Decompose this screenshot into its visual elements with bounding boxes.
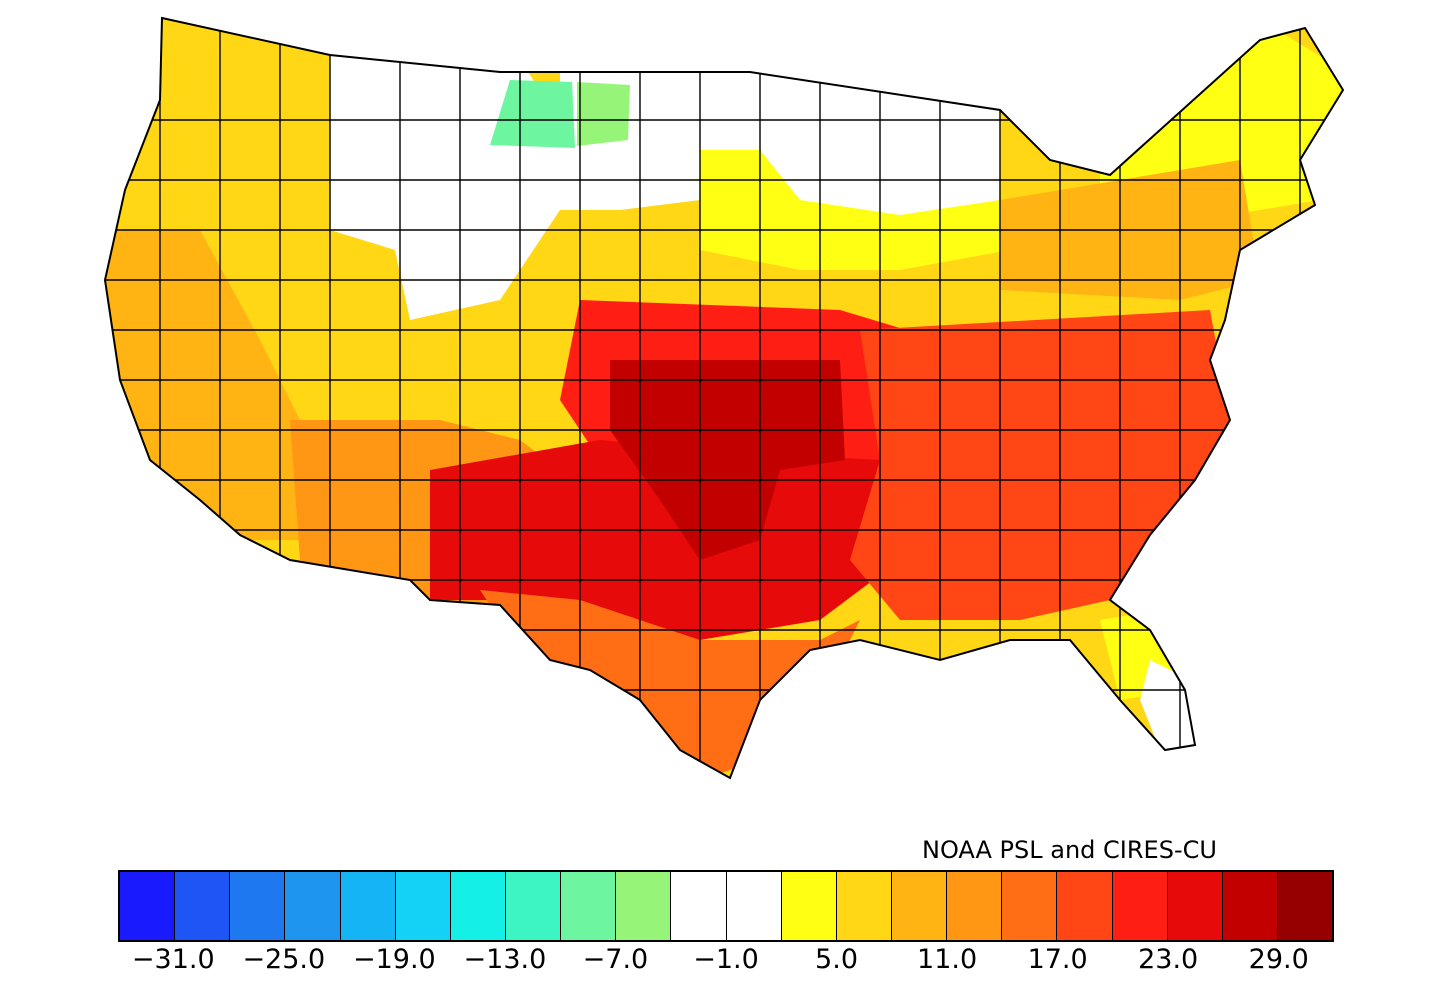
legend-tick-label: 11.0 xyxy=(917,944,978,975)
legend-swatch xyxy=(1277,872,1333,940)
legend-tick-label: 17.0 xyxy=(1027,944,1088,975)
legend-swatch xyxy=(671,872,727,940)
legend-tick-label: 23.0 xyxy=(1138,944,1199,975)
legend-swatch xyxy=(340,872,396,940)
credit-label: NOAA PSL and CIRES-CU xyxy=(922,836,1217,864)
region-southern-plains xyxy=(430,440,900,640)
region-south-florida xyxy=(1140,660,1200,750)
legend-swatch xyxy=(230,872,286,940)
legend-swatch xyxy=(505,872,562,940)
region-southeast xyxy=(850,310,1230,620)
legend-swatch xyxy=(175,872,231,940)
legend-swatch xyxy=(120,872,176,940)
legend-swatch xyxy=(616,872,672,940)
legend-swatch xyxy=(1222,872,1278,940)
legend-swatch xyxy=(891,872,948,940)
legend-swatch xyxy=(781,872,837,940)
legend-swatch xyxy=(1112,872,1168,940)
legend-tick-label: −19.0 xyxy=(352,944,436,975)
legend-swatch xyxy=(285,872,341,940)
legend-swatch xyxy=(947,872,1003,940)
us-outline xyxy=(103,16,1345,780)
legend-swatch xyxy=(1002,872,1058,940)
region-north-dakota-east xyxy=(577,82,630,146)
legend-tick-label: −25.0 xyxy=(242,944,326,975)
region-upper-midwest xyxy=(560,60,1000,230)
color-legend xyxy=(118,870,1334,942)
legend-tick-label: −1.0 xyxy=(693,944,759,975)
division-boundaries xyxy=(105,18,1343,778)
legend-tick-label: −7.0 xyxy=(582,944,649,975)
legend-tick-label: −31.0 xyxy=(131,944,215,975)
legend-swatch xyxy=(726,872,782,940)
legend-swatch xyxy=(561,872,617,940)
legend-swatch xyxy=(395,872,451,940)
legend-swatch xyxy=(836,872,892,940)
temperature-anomaly-map xyxy=(103,16,1345,780)
region-kansas-missouri-core xyxy=(610,360,845,560)
legend-tick-label: 5.0 xyxy=(815,944,859,975)
legend-tick-label: 29.0 xyxy=(1248,944,1309,975)
region-north-dakota-west xyxy=(490,80,575,148)
legend-swatch xyxy=(1057,872,1113,940)
legend-ticks: −31.0 −25.0 −19.0 −13.0 −7.0 −1.0 5.0 11.0 17.0 2… xyxy=(0,944,1440,984)
map-regions xyxy=(105,18,1343,778)
legend-swatch xyxy=(1167,872,1223,940)
legend-swatch xyxy=(450,872,506,940)
legend-tick-label: −13.0 xyxy=(463,944,547,975)
